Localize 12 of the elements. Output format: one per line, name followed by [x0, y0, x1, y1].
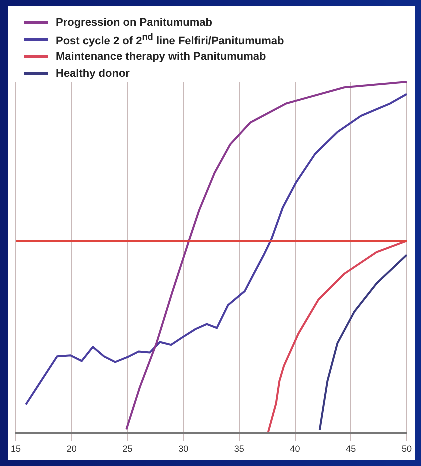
- x-tick-label: 30: [178, 444, 189, 454]
- legend-label: Progression on Panitumumab: [56, 16, 212, 28]
- x-tick-label: 35: [234, 444, 244, 454]
- x-tick-label: 40: [290, 444, 300, 454]
- legend-label: Post cycle 2 of 2$^{nd}$ line Felfiri/Panitumumab: [56, 32, 284, 48]
- x-tick-label: 20: [66, 444, 77, 454]
- x-tick-label: 25: [122, 444, 133, 454]
- x-tick-label: 45: [346, 444, 356, 454]
- x-tick-label: 50: [402, 444, 412, 454]
- legend-label: Healthy donor: [56, 68, 130, 80]
- x-tick-label: 15: [11, 444, 22, 454]
- legend-label: Maintenance therapy with Panitumumab: [56, 50, 266, 62]
